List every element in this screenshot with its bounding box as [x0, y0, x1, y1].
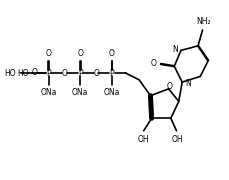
Text: OH: OH — [170, 135, 182, 144]
Text: O: O — [32, 68, 38, 77]
Text: HO: HO — [4, 69, 16, 78]
Text: O: O — [166, 82, 172, 91]
Text: N: N — [185, 79, 191, 88]
Text: O: O — [93, 69, 99, 78]
Text: NH₂: NH₂ — [196, 17, 210, 26]
Text: P: P — [78, 69, 82, 78]
Text: P: P — [46, 69, 51, 78]
Text: ONa: ONa — [72, 88, 88, 97]
Text: O: O — [77, 49, 83, 58]
Text: O: O — [45, 49, 51, 58]
Text: O: O — [109, 49, 114, 58]
Text: ONa: ONa — [103, 88, 120, 97]
Text: OH: OH — [137, 135, 149, 144]
Text: O: O — [61, 69, 67, 78]
Text: ONa: ONa — [40, 88, 57, 97]
Text: N: N — [171, 45, 177, 54]
Text: P: P — [109, 69, 114, 78]
Text: O: O — [150, 59, 156, 68]
Text: HO: HO — [18, 69, 29, 78]
